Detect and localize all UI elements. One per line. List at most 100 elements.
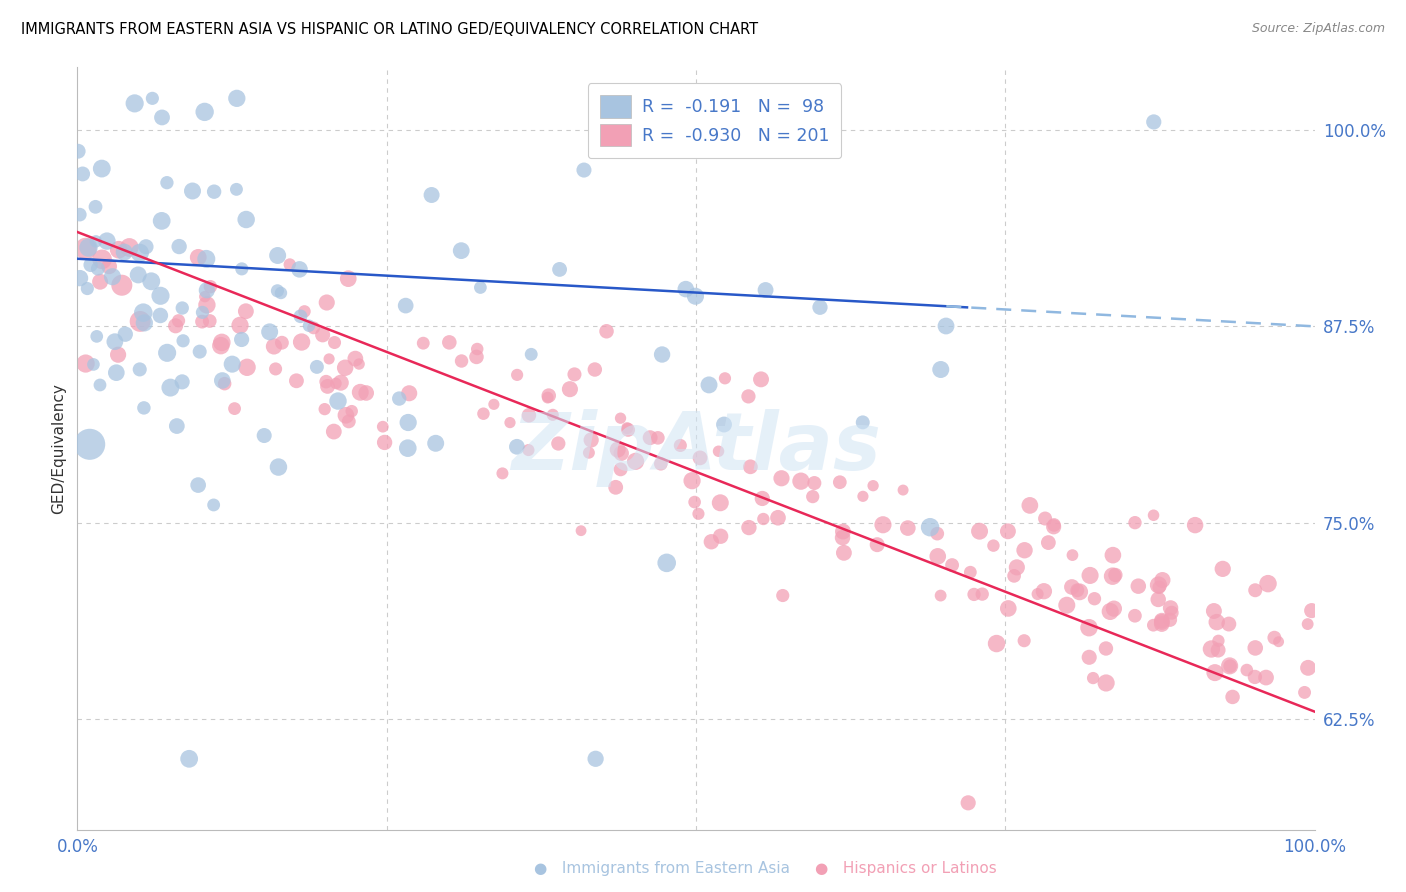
Point xyxy=(1184,518,1206,533)
Point xyxy=(578,446,600,460)
Point xyxy=(194,290,217,304)
Point xyxy=(957,796,980,810)
Point xyxy=(107,348,129,362)
Point xyxy=(1062,548,1084,562)
Point xyxy=(710,529,733,543)
Point xyxy=(1160,606,1182,620)
Point xyxy=(569,524,592,538)
Point xyxy=(84,235,107,249)
Point xyxy=(1043,517,1066,532)
Point xyxy=(266,248,288,262)
Point xyxy=(647,431,669,445)
Point xyxy=(211,374,233,388)
Point xyxy=(707,444,730,458)
Point xyxy=(583,362,606,376)
Point xyxy=(156,346,179,360)
Point xyxy=(235,304,257,318)
Point xyxy=(156,176,179,190)
Point xyxy=(897,521,920,535)
Point xyxy=(1104,568,1126,582)
Point xyxy=(231,333,253,347)
Point xyxy=(1204,665,1226,680)
Point xyxy=(650,457,672,471)
Point xyxy=(472,407,495,421)
Point xyxy=(609,411,631,425)
Point xyxy=(1018,499,1040,513)
Point xyxy=(1218,617,1240,632)
Point xyxy=(749,372,772,386)
Point xyxy=(98,260,121,274)
Point xyxy=(264,362,287,376)
Point xyxy=(141,274,163,288)
Point xyxy=(1142,618,1164,632)
Point xyxy=(959,566,981,580)
Point xyxy=(714,371,737,385)
Point xyxy=(558,382,581,396)
Point xyxy=(752,512,775,526)
Point xyxy=(1056,598,1078,612)
Point xyxy=(124,96,146,111)
Point xyxy=(298,318,321,333)
Point xyxy=(72,167,94,181)
Point xyxy=(754,283,776,297)
Point xyxy=(1005,560,1028,574)
Point xyxy=(224,401,246,416)
Point xyxy=(606,442,628,457)
Point xyxy=(506,440,529,454)
Point xyxy=(91,252,114,267)
Point xyxy=(1142,508,1164,523)
Point xyxy=(1208,633,1230,648)
Point xyxy=(263,339,285,353)
Point xyxy=(225,91,247,105)
Point xyxy=(740,459,762,474)
Point xyxy=(790,474,813,488)
Point xyxy=(1147,580,1170,594)
Point xyxy=(572,163,595,178)
Point xyxy=(96,234,118,248)
Point xyxy=(872,517,894,532)
Y-axis label: GED/Equivalency: GED/Equivalency xyxy=(51,383,66,514)
Point xyxy=(114,327,136,342)
Point xyxy=(266,284,288,298)
Point xyxy=(112,245,135,260)
Point xyxy=(294,304,316,318)
Point xyxy=(396,441,419,455)
Point xyxy=(1042,520,1064,534)
Point xyxy=(450,244,472,258)
Point xyxy=(105,366,128,380)
Point xyxy=(82,358,104,372)
Point xyxy=(1159,613,1181,627)
Point xyxy=(1296,661,1319,675)
Point xyxy=(1033,511,1056,525)
Point xyxy=(655,556,678,570)
Point xyxy=(920,520,942,534)
Point xyxy=(132,401,155,415)
Text: ●   Immigrants from Eastern Asia: ● Immigrants from Eastern Asia xyxy=(534,861,790,876)
Point xyxy=(150,214,173,228)
Text: Source: ZipAtlas.com: Source: ZipAtlas.com xyxy=(1251,22,1385,36)
Point xyxy=(89,378,111,392)
Legend: R =  -0.191   N =  98, R =  -0.930   N = 201: R = -0.191 N = 98, R = -0.930 N = 201 xyxy=(588,83,841,158)
Point xyxy=(803,476,825,491)
Point xyxy=(1002,569,1025,583)
Point xyxy=(1012,633,1035,648)
Point xyxy=(172,334,194,348)
Point xyxy=(69,208,91,222)
Point xyxy=(1244,640,1267,655)
Point xyxy=(75,242,97,256)
Point xyxy=(1147,578,1170,592)
Point xyxy=(172,375,194,389)
Point xyxy=(927,549,949,564)
Point xyxy=(697,378,720,392)
Point xyxy=(150,111,173,125)
Point xyxy=(323,335,346,350)
Point xyxy=(651,347,673,361)
Point xyxy=(852,416,875,430)
Point xyxy=(302,321,325,335)
Point xyxy=(127,268,149,282)
Point xyxy=(179,752,201,766)
Point xyxy=(374,435,396,450)
Point xyxy=(90,161,112,176)
Point xyxy=(87,261,110,276)
Point xyxy=(316,379,339,393)
